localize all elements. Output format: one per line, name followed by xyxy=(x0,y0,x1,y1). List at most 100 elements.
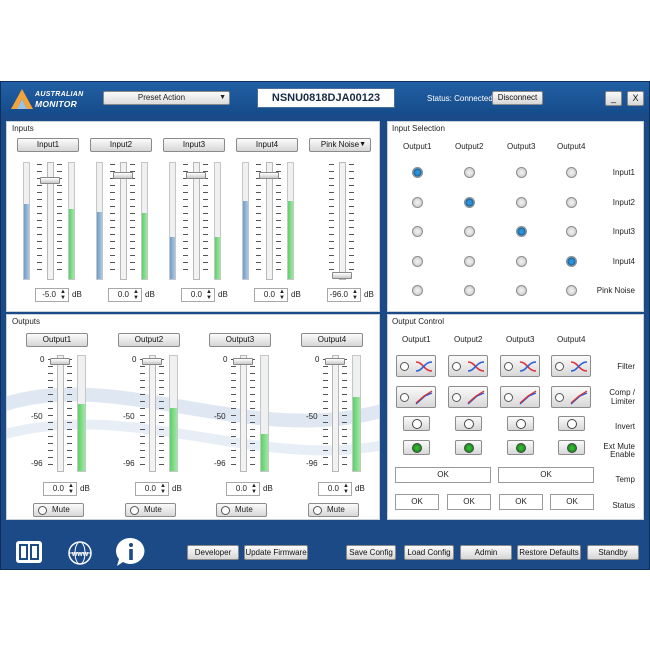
mute-button-4[interactable]: Mute xyxy=(308,503,359,517)
input-channel-button-4[interactable]: Input4 xyxy=(236,138,298,152)
output-fader-track[interactable] xyxy=(149,355,156,472)
input-gain-field[interactable]: -5.0 ▲ ▼ xyxy=(35,288,69,302)
output-channel-button-1[interactable]: Output1 xyxy=(26,333,88,347)
output-fader-track[interactable] xyxy=(240,355,247,472)
route-radio-o1-r1[interactable] xyxy=(412,167,423,178)
spin-arrows-icon[interactable]: ▲ ▼ xyxy=(68,483,74,495)
input-fader-thumb[interactable] xyxy=(40,177,60,185)
spin-arrows-icon[interactable]: ▲ ▼ xyxy=(60,289,66,301)
update-firmware-button[interactable]: Update Firmware xyxy=(244,545,308,560)
www-globe-icon[interactable]: www xyxy=(67,540,93,566)
mute-button-3[interactable]: Mute xyxy=(216,503,267,517)
invert-button-3[interactable] xyxy=(507,416,534,431)
input-fader-track[interactable] xyxy=(193,162,200,280)
route-radio-o4-r2[interactable] xyxy=(566,196,577,208)
route-radio-o3-r3[interactable] xyxy=(516,226,527,237)
output-channel-button-2[interactable]: Output2 xyxy=(118,333,180,347)
disconnect-button[interactable]: Disconnect xyxy=(492,91,543,105)
output-gain-field[interactable]: 0.0 ▲ ▼ xyxy=(43,482,77,496)
route-radio-o2-r5[interactable] xyxy=(464,285,475,296)
restore-defaults-button[interactable]: Restore Defaults xyxy=(517,545,581,560)
output-fader-thumb[interactable] xyxy=(50,358,70,365)
output-fader-thumb[interactable] xyxy=(325,358,345,365)
input-channel-button-2[interactable]: Input2 xyxy=(90,138,152,152)
route-radio-o2-r3[interactable] xyxy=(464,226,475,237)
route-radio-o1-r5[interactable] xyxy=(412,285,423,296)
input-gain-field[interactable]: 0.0 ▲ ▼ xyxy=(254,288,288,302)
minimize-button[interactable]: _ xyxy=(605,91,622,106)
route-radio-o4-r3[interactable] xyxy=(566,226,577,237)
input-gain-field[interactable]: 0.0 ▲ ▼ xyxy=(108,288,142,302)
invert-button-1[interactable] xyxy=(403,416,430,431)
output-fader-thumb[interactable] xyxy=(142,358,162,365)
output-channel-button-4[interactable]: Output4 xyxy=(301,333,363,347)
admin-button[interactable]: Admin xyxy=(460,545,512,560)
spin-arrows-icon[interactable]: ▲ ▼ xyxy=(206,289,212,301)
route-radio-o3-r1[interactable] xyxy=(516,167,527,178)
invert-button-2[interactable] xyxy=(455,416,482,431)
route-radio-o1-r4[interactable] xyxy=(412,255,423,267)
input-channel-button-3[interactable]: Input3 xyxy=(163,138,225,152)
route-radio-o4-r1[interactable] xyxy=(566,167,577,178)
filter-button-1[interactable] xyxy=(396,355,436,377)
output-gain-field[interactable]: 0.0 ▲ ▼ xyxy=(226,482,260,496)
input-fader-thumb[interactable] xyxy=(332,272,352,279)
comp-limiter-button-3[interactable] xyxy=(500,386,540,408)
filter-button-2[interactable] xyxy=(448,355,488,377)
manual-book-icon[interactable] xyxy=(15,540,43,564)
spin-arrows-icon[interactable]: ▲ ▼ xyxy=(251,483,257,495)
ext-mute-enable-button-4[interactable] xyxy=(558,440,585,455)
input-fader-track[interactable] xyxy=(339,162,346,280)
output-fader-thumb[interactable] xyxy=(233,358,253,365)
input-channel-button-1[interactable]: Input1 xyxy=(17,138,79,152)
route-radio-o2-r2[interactable] xyxy=(464,196,475,208)
ext-mute-enable-button-2[interactable] xyxy=(455,440,482,455)
route-radio-o4-r4[interactable] xyxy=(566,255,577,267)
output-fader-track[interactable] xyxy=(332,355,339,472)
spin-arrows-icon[interactable]: ▲ ▼ xyxy=(279,289,285,301)
input-gain-field[interactable]: 0.0 ▲ ▼ xyxy=(181,288,215,302)
save-config-button[interactable]: Save Config xyxy=(346,545,396,560)
input-channel-button-5[interactable]: Pink Noise ▼ xyxy=(309,138,371,152)
output-fader-track[interactable] xyxy=(57,355,64,472)
route-radio-o3-r5[interactable] xyxy=(516,285,527,296)
spin-arrows-icon[interactable]: ▲ ▼ xyxy=(160,483,166,495)
input-gain-field[interactable]: -96.0 ▲ ▼ xyxy=(327,288,361,302)
spin-arrows-icon[interactable]: ▲ ▼ xyxy=(343,483,349,495)
route-radio-o2-r4[interactable] xyxy=(464,255,475,267)
route-radio-o3-r4[interactable] xyxy=(516,255,527,267)
info-icon[interactable] xyxy=(115,536,147,568)
input-fader-thumb[interactable] xyxy=(113,171,133,179)
input-fader-thumb[interactable] xyxy=(259,171,279,179)
filter-button-4[interactable] xyxy=(551,355,591,377)
close-button[interactable]: X xyxy=(627,91,644,106)
input-fader-track[interactable] xyxy=(120,162,127,280)
route-radio-o1-r3[interactable] xyxy=(412,226,423,237)
standby-button[interactable]: Standby xyxy=(587,545,639,560)
compressor-curve-icon xyxy=(519,390,537,405)
output-channel-button-3[interactable]: Output3 xyxy=(209,333,271,347)
developer-button[interactable]: Developer xyxy=(187,545,239,560)
comp-limiter-button-1[interactable] xyxy=(396,386,436,408)
comp-limiter-button-4[interactable] xyxy=(551,386,591,408)
ext-mute-enable-button-3[interactable] xyxy=(507,440,534,455)
route-radio-o3-r2[interactable] xyxy=(516,196,527,208)
output-gain-field[interactable]: 0.0 ▲ ▼ xyxy=(318,482,352,496)
route-radio-o4-r5[interactable] xyxy=(566,285,577,296)
input-fader-track[interactable] xyxy=(47,162,54,280)
output-gain-field[interactable]: 0.0 ▲ ▼ xyxy=(135,482,169,496)
spin-arrows-icon[interactable]: ▲ ▼ xyxy=(133,289,139,301)
ext-mute-enable-button-1[interactable] xyxy=(403,440,430,455)
invert-button-4[interactable] xyxy=(558,416,585,431)
route-radio-o2-r1[interactable] xyxy=(464,167,475,178)
route-radio-o1-r2[interactable] xyxy=(412,196,423,208)
spin-arrows-icon[interactable]: ▲ ▼ xyxy=(352,289,358,301)
load-config-button[interactable]: Load Config xyxy=(404,545,454,560)
preset-action-dropdown[interactable]: Preset Action ▼ xyxy=(103,91,230,105)
mute-button-1[interactable]: Mute xyxy=(33,503,84,517)
input-fader-track[interactable] xyxy=(266,162,273,280)
mute-button-2[interactable]: Mute xyxy=(125,503,176,517)
comp-limiter-button-2[interactable] xyxy=(448,386,488,408)
input-fader-thumb[interactable] xyxy=(186,171,206,179)
filter-button-3[interactable] xyxy=(500,355,540,377)
